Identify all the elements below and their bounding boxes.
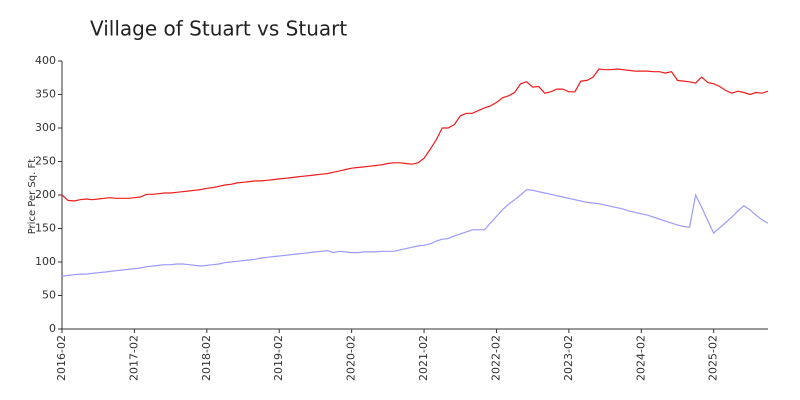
y-tick-label: 0	[49, 322, 56, 335]
x-tick-label: 2023-02	[562, 335, 575, 381]
y-tick-label: 300	[35, 121, 56, 134]
x-tick-label: 2021-02	[417, 335, 430, 381]
y-axis-label: Price Per Sq. Ft.	[27, 156, 38, 235]
y-tick-label: 50	[42, 289, 56, 302]
y-tick-label: 200	[35, 188, 56, 201]
x-tick-label: 2018-02	[200, 335, 213, 381]
chart-title: Village of Stuart vs Stuart	[90, 17, 347, 41]
x-tick-label: 2016-02	[55, 335, 68, 381]
y-tick-label: 150	[35, 222, 56, 235]
x-tick-label: 2019-02	[272, 335, 285, 381]
y-tick-label: 350	[35, 88, 56, 101]
series-line	[61, 68, 769, 202]
x-tick-label: 2020-02	[345, 335, 358, 381]
x-tick-label: 2017-02	[127, 335, 140, 381]
series-line	[61, 188, 769, 277]
x-tick-label: 2024-02	[634, 335, 647, 381]
x-tick-label: 2025-02	[707, 335, 720, 381]
y-tick-label: 100	[35, 255, 56, 268]
y-tick-label: 400	[35, 54, 56, 67]
y-tick-label: 250	[35, 155, 56, 168]
x-tick-label: 2022-02	[489, 335, 502, 381]
